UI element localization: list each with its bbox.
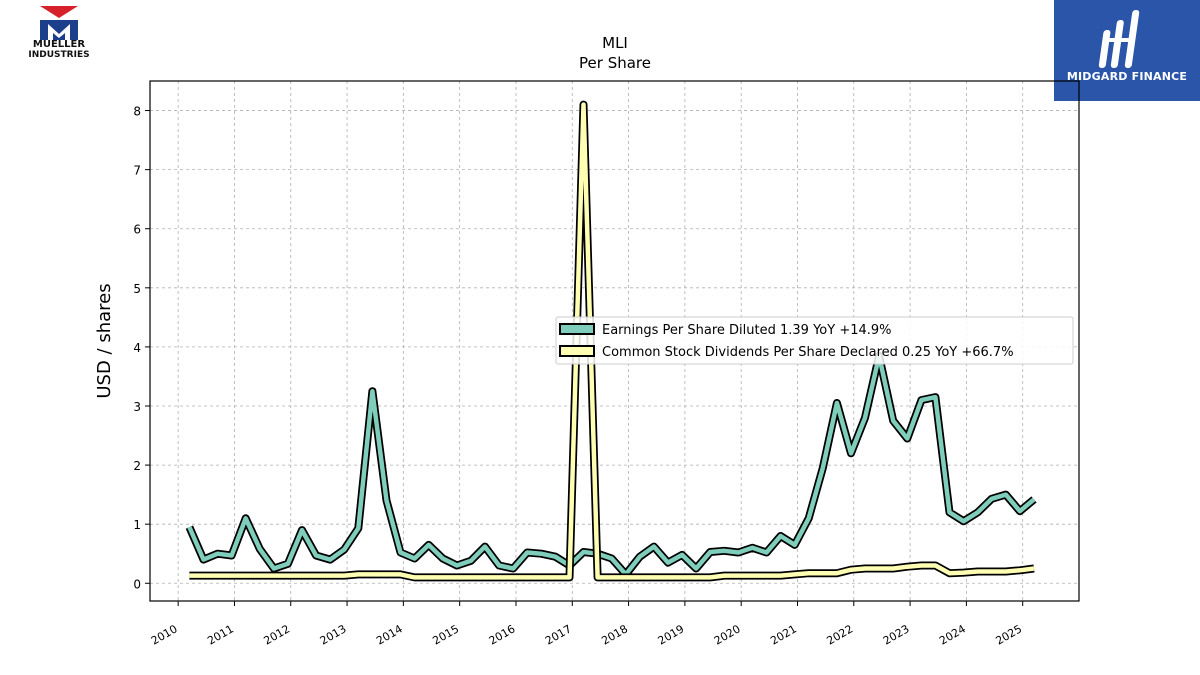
legend-label: Earnings Per Share Diluted 1.39 YoY +14.… (602, 323, 892, 338)
chart-title: MLI (602, 34, 628, 52)
y-tick-label: 2 (133, 459, 141, 473)
y-tick-label: 3 (133, 400, 141, 414)
midgard-mark-icon (1098, 10, 1140, 68)
series-line (189, 102, 1035, 580)
y-tick-label: 1 (133, 518, 141, 532)
x-tick-label: 2017 (543, 622, 574, 647)
y-axis-label: USD / shares (94, 283, 115, 398)
series-1 (185, 351, 1037, 579)
y-tick-label: 7 (133, 164, 141, 178)
x-tick-label: 2020 (712, 622, 743, 647)
x-tick-label: 2018 (599, 622, 630, 647)
x-tick-label: 2025 (993, 622, 1024, 647)
x-tick-label: 2014 (374, 622, 405, 647)
y-tick-label: 5 (133, 282, 141, 296)
series-2 (189, 100, 1035, 582)
x-axis-ticks: 2010 2011 2012 2013 2014 2015 2016 2017 2018 2019… (149, 601, 1024, 648)
y-tick-label: 6 (133, 223, 141, 237)
legend-box (555, 316, 1074, 365)
midgard-logo-text: MIDGARD FINANCE (1066, 70, 1188, 83)
logo-line-1: MUELLER (32, 39, 86, 50)
y-tick-label: 0 (133, 577, 141, 591)
y-axis-ticks: 0 1 2 3 4 5 6 7 8 (133, 105, 150, 591)
legend-swatch (559, 323, 595, 335)
logo-line-2: INDUSTRIES (28, 50, 90, 60)
y-tick-label: 4 (133, 341, 141, 355)
series-layer (185, 100, 1037, 582)
x-tick-label: 2011 (205, 622, 236, 647)
series-line (187, 353, 1036, 577)
mueller-logo-text: MUELLER INDUSTRIES (18, 39, 100, 61)
x-tick-label: 2024 (937, 622, 968, 647)
x-tick-label: 2019 (656, 622, 687, 647)
legend-label: Common Stock Dividends Per Share Declare… (602, 345, 1014, 360)
chart-subtitle: Per Share (579, 54, 651, 72)
mueller-logo-mark-icon (40, 6, 78, 40)
x-tick-label: 2013 (318, 622, 349, 647)
mueller-industries-logo: MUELLER INDUSTRIES (18, 6, 100, 66)
legend: Earnings Per Share Diluted 1.39 YoY +14.… (555, 316, 1074, 365)
x-tick-label: 2012 (262, 622, 293, 647)
x-tick-label: 2022 (825, 622, 856, 647)
plot-frame (149, 80, 1080, 602)
x-tick-label: 2021 (768, 622, 799, 647)
x-tick-label: 2015 (430, 622, 461, 647)
legend-swatch (559, 345, 595, 357)
x-tick-label: 2023 (881, 622, 912, 647)
x-tick-label: 2016 (487, 622, 518, 647)
y-tick-label: 8 (133, 105, 141, 119)
x-tick-label: 2010 (149, 622, 180, 647)
midgard-finance-logo: MIDGARD FINANCE (1054, 0, 1200, 101)
